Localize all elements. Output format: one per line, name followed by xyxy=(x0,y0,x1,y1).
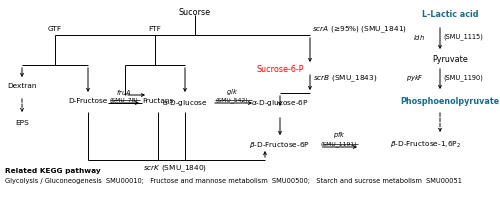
Text: FTF: FTF xyxy=(148,26,162,32)
Text: $\it{glk}$: $\it{glk}$ xyxy=(226,87,238,97)
Text: Phosphoenolpyruvate: Phosphoenolpyruvate xyxy=(400,97,500,106)
Text: (SMU_1115): (SMU_1115) xyxy=(443,34,483,40)
Text: Dextran: Dextran xyxy=(7,83,37,89)
Text: L-Lactic acid: L-Lactic acid xyxy=(422,10,478,19)
Text: GTF: GTF xyxy=(48,26,62,32)
Text: (SMU_542): (SMU_542) xyxy=(216,97,248,103)
Text: $\it{ldh}$: $\it{ldh}$ xyxy=(413,32,425,41)
Text: $\alpha$-D-glucose-6P: $\alpha$-D-glucose-6P xyxy=(251,98,309,108)
Text: $\it{scrA}$ (≥95%) (SMU_1841): $\it{scrA}$ (≥95%) (SMU_1841) xyxy=(312,25,407,35)
Text: EPS: EPS xyxy=(15,120,29,126)
Text: (SMU_78): (SMU_78) xyxy=(110,97,138,103)
Text: $\it{scrK}$ (SMU_1840): $\it{scrK}$ (SMU_1840) xyxy=(143,164,207,174)
Text: $\beta$-D-Fructose-1,6P$_2$: $\beta$-D-Fructose-1,6P$_2$ xyxy=(390,140,461,150)
Text: Fructans: Fructans xyxy=(142,98,174,104)
Text: $\alpha$-D-glucose: $\alpha$-D-glucose xyxy=(162,98,208,108)
Text: $\it{scrB}$ (SMU_1843): $\it{scrB}$ (SMU_1843) xyxy=(313,74,378,84)
Text: $\it{pfk}$: $\it{pfk}$ xyxy=(332,130,345,140)
Text: Sucorse: Sucorse xyxy=(179,8,211,17)
Text: $\beta$-D-Fructose-6P: $\beta$-D-Fructose-6P xyxy=(250,140,310,150)
Text: (SMU_1191): (SMU_1191) xyxy=(321,141,357,147)
Text: D-Fructose: D-Fructose xyxy=(68,98,108,104)
Text: Related KEGG pathway: Related KEGG pathway xyxy=(5,168,100,174)
Text: (SMU_1190): (SMU_1190) xyxy=(443,75,483,81)
Text: $\it{fruA}$: $\it{fruA}$ xyxy=(116,88,132,97)
Text: Sucrose-6-P: Sucrose-6-P xyxy=(256,65,304,74)
Text: Pyruvate: Pyruvate xyxy=(432,55,468,64)
Text: $\it{pykF}$: $\it{pykF}$ xyxy=(406,73,424,83)
Text: Glycolysis / Gluconeogenesis  SMU00010;   Fructose and mannose metabolism  SMU00: Glycolysis / Gluconeogenesis SMU00010; F… xyxy=(5,178,462,184)
